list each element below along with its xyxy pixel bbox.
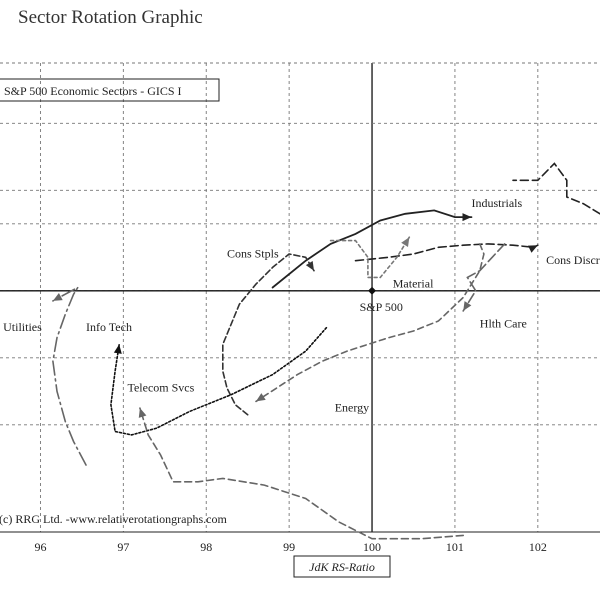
series-arrow-energy	[255, 393, 266, 402]
x-tick-96: 96	[34, 540, 46, 554]
sector-labels: Industrials Cons Discr Material Cons Stpls S…	[3, 196, 600, 414]
x-tick-100: 100	[363, 540, 381, 554]
x-tick-labels: 96 97 98 99 100 101 102	[34, 540, 546, 554]
series-arrow-utilities	[52, 293, 63, 301]
x-axis-label: JdK RS-Ratio	[309, 560, 375, 574]
copyright-text: (c) RRG Ltd. -www.relativerotationgraphs…	[0, 512, 227, 526]
series-line-cons-discr	[354, 243, 539, 262]
series-line-telecom-svcs	[139, 407, 464, 540]
reference-point-marker	[368, 286, 377, 295]
x-axis-label-box	[293, 555, 391, 578]
label-energy: Energy	[335, 400, 369, 414]
legend-box	[0, 78, 220, 102]
series-line-hlth-care	[462, 243, 506, 312]
label-info-tech: Info Tech	[86, 320, 132, 334]
x-tick-101: 101	[446, 540, 464, 554]
series-line-info-tech	[110, 326, 328, 436]
label-material: Material	[393, 276, 434, 290]
chart-title: Sector Rotation Graphic	[18, 7, 203, 28]
series-line-industrials	[271, 209, 473, 289]
series-line-energy	[255, 243, 485, 403]
x-tick-102: 102	[529, 540, 547, 554]
series-arrow-telecom-svcs	[138, 408, 147, 418]
grid-lines	[0, 62, 600, 533]
x-tick-97: 97	[117, 540, 129, 554]
series-arrow-industrials	[462, 213, 472, 222]
series-line-cons-discr-tail	[512, 162, 600, 215]
series-line-utilities	[52, 285, 87, 466]
label-s-p-500: S&P 500	[360, 300, 403, 314]
series-arrow-material	[401, 237, 410, 247]
series-arrow-info-tech	[113, 344, 122, 354]
label-hlth-care: Hlth Care	[480, 317, 527, 331]
series-line-material	[329, 236, 411, 279]
x-tick-98: 98	[200, 540, 212, 554]
series-line-cons-stpls	[222, 253, 315, 416]
legend-text: S&P 500 Economic Sectors - GICS I	[4, 84, 182, 98]
label-industrials: Industrials	[472, 196, 523, 210]
series-arrow-cons-discr	[527, 245, 538, 253]
x-tick-99: 99	[283, 540, 295, 554]
series-layer	[52, 162, 600, 540]
label-cons-discr: Cons Discr	[546, 253, 600, 267]
label-telecom-svcs: Telecom Svcs	[127, 380, 194, 394]
series-arrow-cons-stpls	[305, 260, 315, 271]
label-cons-stpls: Cons Stpls	[227, 246, 279, 260]
label-utilities: Utilities	[3, 320, 42, 334]
series-arrow-hlth-care	[463, 301, 472, 311]
